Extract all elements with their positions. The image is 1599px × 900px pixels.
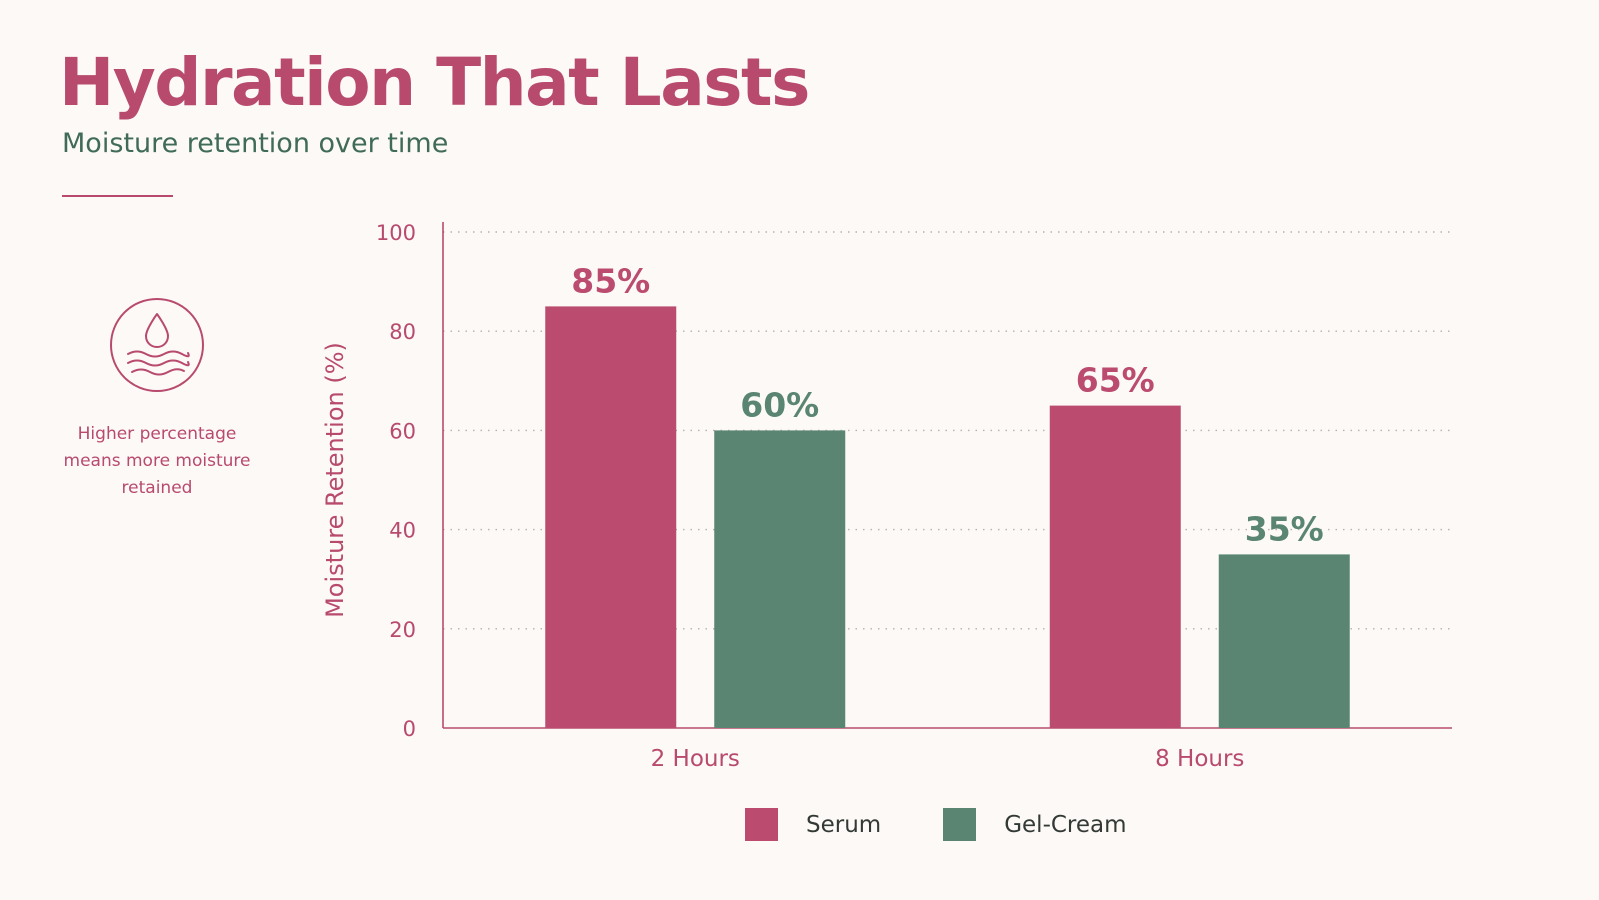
- bar-gel-cream: [714, 430, 846, 728]
- legend-item-gel-cream: Gel-Cream: [943, 808, 1127, 841]
- legend-item-serum: Serum: [745, 808, 881, 841]
- bar-gel-cream: [1218, 554, 1350, 728]
- y-tick-label: 20: [389, 618, 416, 642]
- data-label: 65%: [1076, 361, 1155, 400]
- data-label: 35%: [1245, 509, 1324, 548]
- bar-serum: [1049, 405, 1181, 728]
- side-note: Higher percentage means more moisture re…: [63, 424, 251, 498]
- data-label: 85%: [571, 261, 650, 300]
- y-axis-label: Moisture Retention (%): [321, 342, 349, 618]
- x-tick-label: 8 Hours: [1155, 746, 1244, 772]
- slide-subtitle: Moisture retention over time: [62, 128, 449, 159]
- chart-legend: Serum Gel-Cream: [745, 808, 1189, 841]
- legend-label-serum: Serum: [806, 811, 882, 838]
- y-tick-label: 100: [376, 221, 416, 245]
- y-tick-label: 80: [389, 320, 416, 344]
- legend-label-gel-cream: Gel-Cream: [1004, 811, 1127, 838]
- y-tick-label: 40: [389, 519, 416, 543]
- accent-divider: [62, 195, 173, 197]
- water-drop-waves-icon: [110, 298, 204, 392]
- x-tick-label: 2 Hours: [651, 746, 740, 772]
- data-label: 60%: [740, 385, 819, 424]
- y-tick-label: 0: [403, 717, 416, 741]
- bar-chart: 0 20 40 60 80 100 Moisture Retention (%) 85% 60%…: [321, 221, 1452, 772]
- legend-swatch-serum: [745, 808, 778, 841]
- y-tick-label: 60: [389, 419, 416, 443]
- legend-swatch-gel-cream: [943, 808, 977, 841]
- bar-serum: [545, 306, 677, 728]
- slide-title: Hydration That Lasts: [59, 44, 810, 121]
